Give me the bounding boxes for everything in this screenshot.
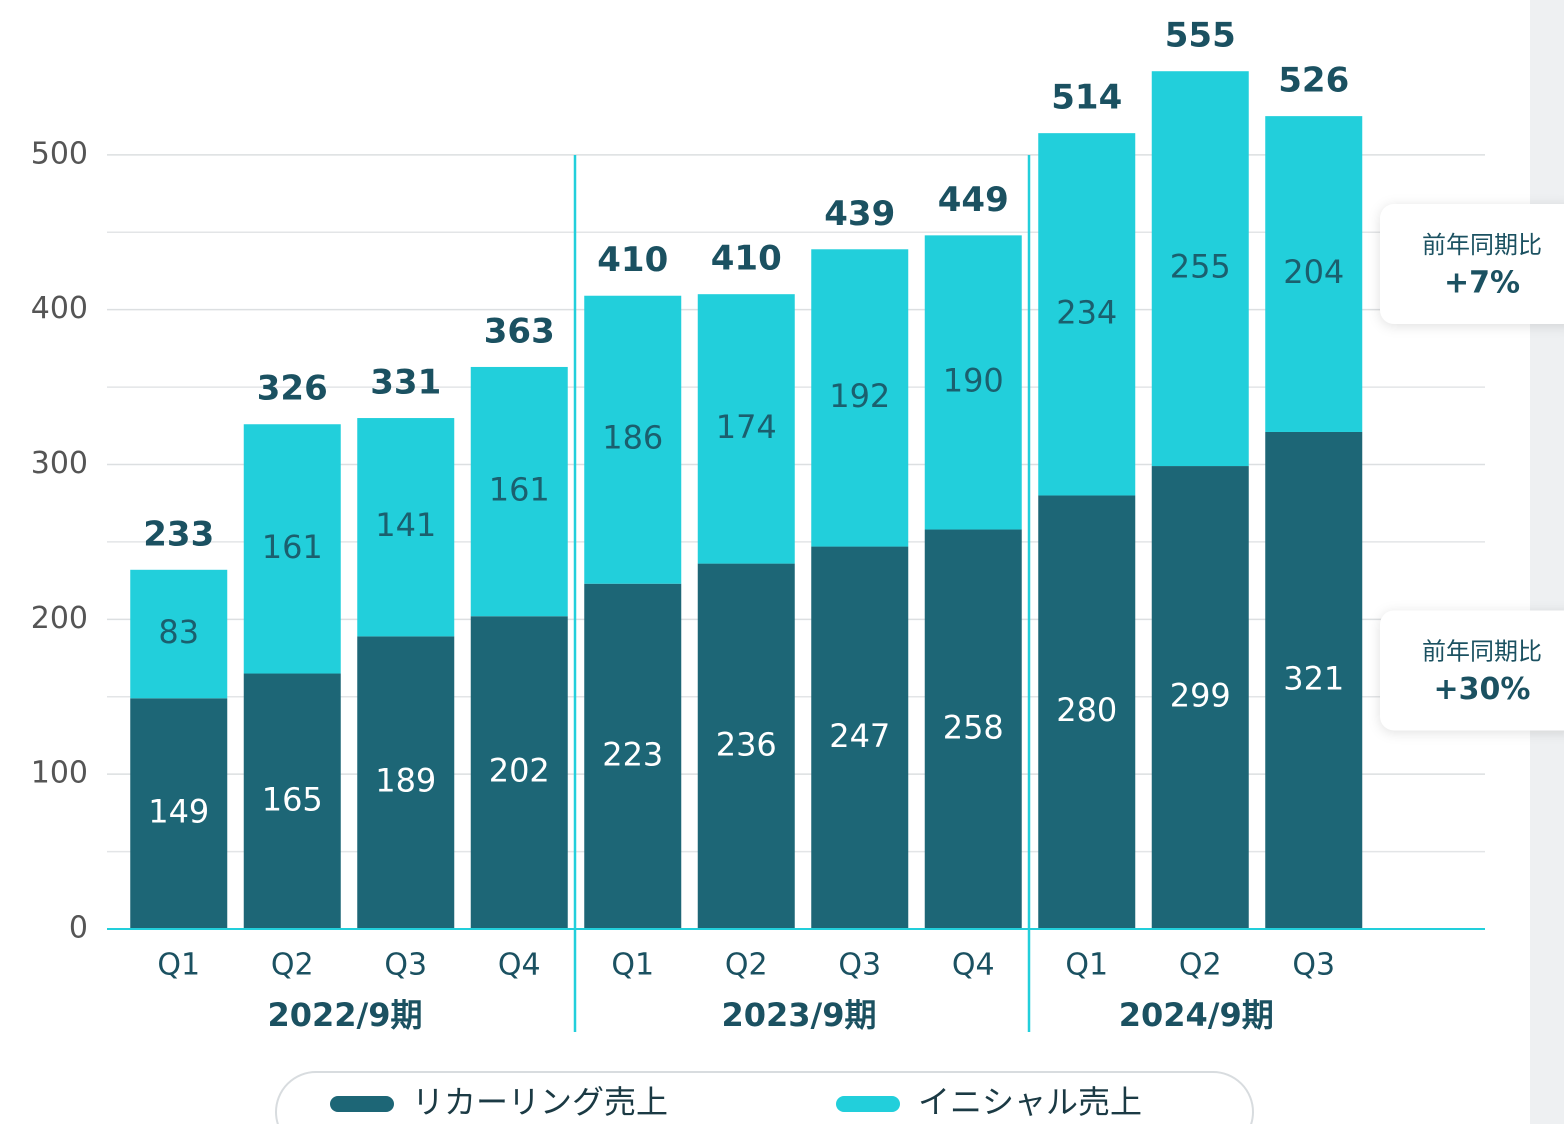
- annotation-box: [1380, 610, 1564, 731]
- value-label: 299: [1170, 677, 1231, 715]
- bar-segment: [357, 418, 455, 637]
- y-tick-label: 200: [31, 601, 88, 636]
- bar-segment: [697, 563, 795, 929]
- bar-segment: [1151, 71, 1249, 467]
- bar-segment: [1038, 133, 1136, 496]
- y-tick-label: 500: [31, 136, 88, 171]
- value-label: 255: [1170, 248, 1231, 286]
- value-label: 141: [375, 506, 436, 544]
- annotation-box: [1380, 204, 1564, 325]
- x-tick-label: Q2: [725, 948, 768, 983]
- x-tick-label: Q3: [1292, 948, 1335, 983]
- value-label: 161: [489, 471, 550, 509]
- x-tick-label: Q1: [157, 948, 200, 983]
- total-label: 410: [711, 239, 782, 279]
- total-label: 449: [938, 180, 1009, 220]
- value-label: 204: [1283, 253, 1344, 291]
- group-label: 2022/9期: [267, 996, 422, 1034]
- x-tick-label: Q1: [611, 948, 654, 983]
- bar-segment: [357, 636, 455, 929]
- x-tick-label: Q4: [952, 948, 995, 983]
- y-tick-label: 300: [31, 446, 88, 481]
- bar-segment: [1265, 116, 1363, 432]
- value-label: 223: [602, 735, 663, 773]
- y-tick-label: 400: [31, 291, 88, 326]
- value-label: 258: [943, 708, 1004, 746]
- value-label: 192: [829, 377, 890, 415]
- bar-segment: [1038, 495, 1136, 929]
- bar-segment: [130, 569, 228, 699]
- total-label: 331: [370, 363, 441, 403]
- annotation-title: 前年同期比: [1422, 637, 1542, 665]
- value-label: 234: [1056, 293, 1117, 331]
- legend-label: リカーリング売上: [412, 1083, 668, 1121]
- bar-segment: [811, 546, 909, 929]
- bar-segment: [1265, 431, 1363, 929]
- bar-segment: [584, 295, 682, 584]
- value-label: 161: [262, 528, 323, 566]
- y-tick-label: 0: [69, 911, 88, 946]
- value-label: 83: [158, 613, 199, 651]
- value-label: 247: [829, 717, 890, 755]
- total-label: 439: [824, 194, 895, 234]
- total-label: 526: [1278, 61, 1349, 101]
- value-label: 321: [1283, 659, 1344, 697]
- side-panel: [1530, 0, 1564, 1124]
- legend-box: [275, 1071, 1254, 1124]
- total-label: 233: [143, 514, 214, 554]
- x-tick-label: Q3: [838, 948, 881, 983]
- x-tick-label: Q3: [384, 948, 427, 983]
- bar-segment: [811, 249, 909, 547]
- total-label: 514: [1051, 78, 1122, 118]
- bar-segment: [470, 366, 568, 617]
- value-label: 149: [148, 793, 209, 831]
- group-label: 2024/9期: [1119, 996, 1274, 1034]
- bar-segment: [130, 698, 228, 929]
- legend-label: イニシャル売上: [918, 1083, 1142, 1121]
- value-label: 190: [943, 361, 1004, 399]
- value-label: 165: [262, 780, 323, 818]
- x-tick-label: Q2: [1179, 948, 1222, 983]
- annotation-title: 前年同期比: [1422, 231, 1542, 259]
- value-label: 189: [375, 762, 436, 800]
- group-label: 2023/9期: [721, 996, 876, 1034]
- bar-segment: [924, 235, 1022, 530]
- value-label: 236: [716, 725, 777, 763]
- total-label: 363: [484, 311, 555, 351]
- annotation-text: +7%: [1444, 266, 1520, 301]
- x-tick-label: Q2: [271, 948, 314, 983]
- bar-segment: [697, 294, 795, 564]
- y-tick-label: 100: [31, 756, 88, 791]
- bar-segment: [584, 583, 682, 929]
- value-label: 202: [489, 752, 550, 790]
- x-tick-label: Q1: [1065, 948, 1108, 983]
- bar-segment: [924, 529, 1022, 929]
- bar-segment: [243, 424, 341, 674]
- value-label: 186: [602, 419, 663, 457]
- annotation-text: +30%: [1434, 672, 1531, 707]
- value-label: 280: [1056, 691, 1117, 729]
- total-label: 410: [597, 240, 668, 280]
- total-label: 555: [1165, 16, 1236, 56]
- bar-segment: [470, 616, 568, 929]
- value-label: 174: [716, 408, 777, 446]
- bar-segment: [1151, 466, 1249, 929]
- total-label: 326: [257, 369, 328, 409]
- bar-segment: [243, 673, 341, 929]
- x-tick-label: Q4: [498, 948, 541, 983]
